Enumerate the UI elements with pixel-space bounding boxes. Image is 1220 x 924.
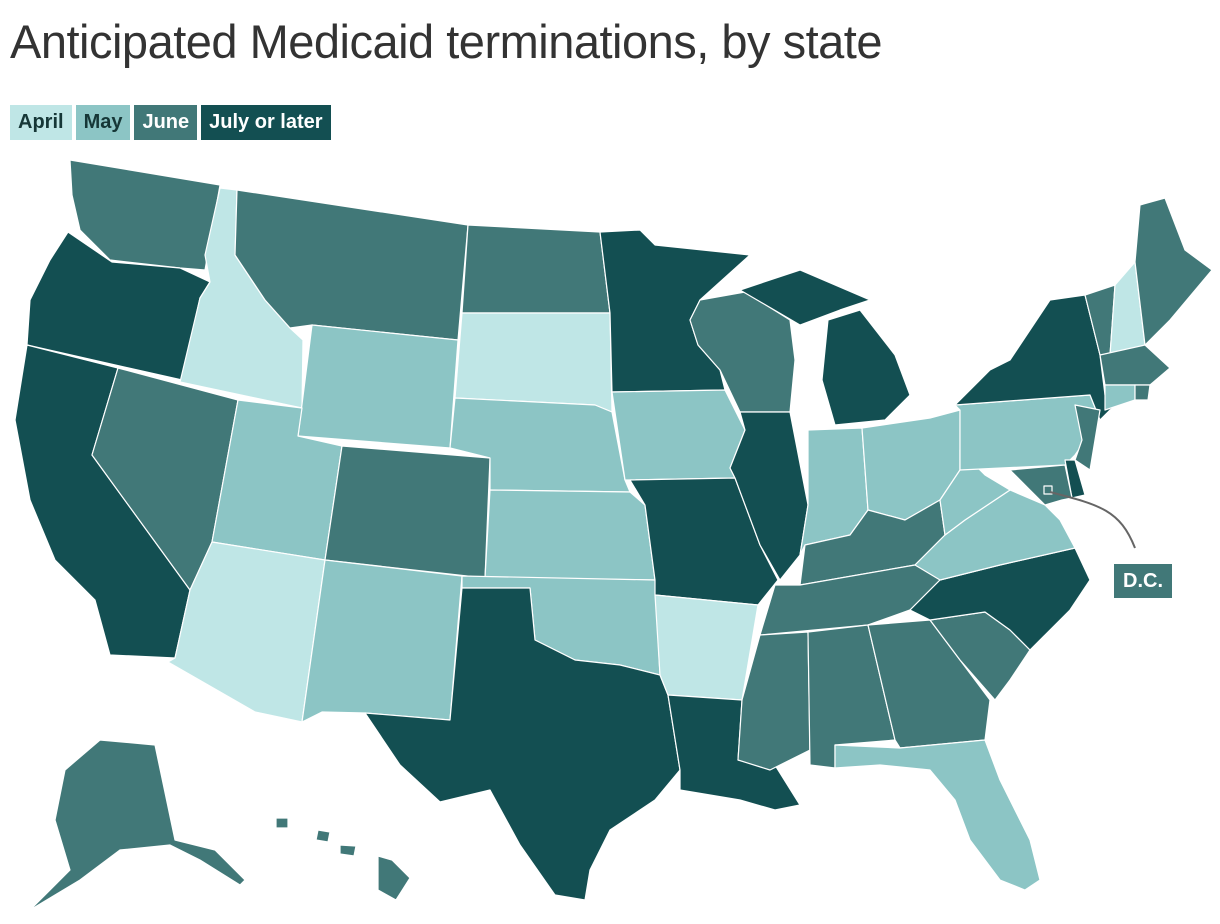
- state-nj[interactable]: [1074, 404, 1101, 471]
- state-me[interactable]: [1134, 197, 1213, 346]
- state-fl[interactable]: [834, 739, 1041, 891]
- state-ks[interactable]: [484, 489, 656, 581]
- state-sd[interactable]: [454, 312, 613, 413]
- legend-april: April: [10, 105, 72, 140]
- chart-title: Anticipated Medicaid terminations, by st…: [10, 15, 882, 68]
- state-wy[interactable]: [297, 324, 459, 449]
- state-co[interactable]: [324, 445, 491, 579]
- state-mi[interactable]: [739, 269, 911, 426]
- dc-connector-line: [1049, 491, 1136, 549]
- state-ma[interactable]: [1099, 344, 1171, 386]
- dc-label: D.C.: [1114, 564, 1172, 598]
- state-nd[interactable]: [461, 224, 611, 314]
- state-hi[interactable]: [275, 817, 411, 901]
- state-ia[interactable]: [611, 389, 746, 481]
- legend-june: June: [134, 105, 198, 140]
- legend-july-or-later: July or later: [201, 105, 331, 140]
- state-tx[interactable]: [364, 587, 681, 901]
- state-ar[interactable]: [654, 594, 759, 701]
- state-il[interactable]: [729, 411, 809, 581]
- legend: April May June July or later: [10, 105, 331, 140]
- state-ct[interactable]: [1104, 384, 1136, 411]
- state-md[interactable]: [1009, 464, 1073, 506]
- state-nm[interactable]: [301, 559, 463, 723]
- state-ri[interactable]: [1134, 384, 1151, 401]
- legend-may: May: [75, 105, 131, 140]
- state-ak[interactable]: [29, 739, 246, 911]
